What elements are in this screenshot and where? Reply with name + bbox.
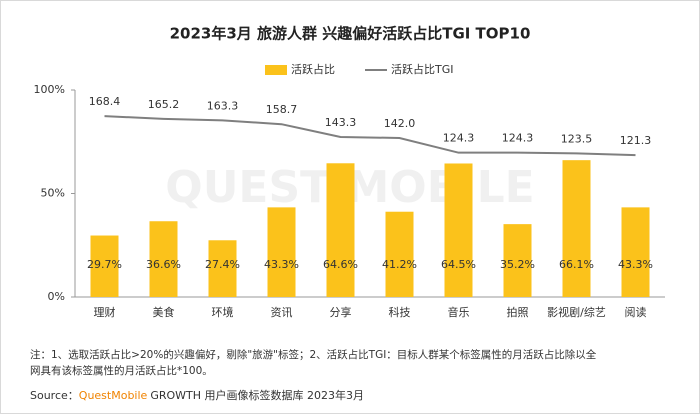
bar-label: 43.3% <box>264 258 299 271</box>
bar <box>621 207 650 297</box>
line-label: 123.5 <box>561 132 593 145</box>
x-tick-label: 环境 <box>212 305 234 319</box>
bar <box>503 224 532 297</box>
bar-label: 43.3% <box>618 258 653 271</box>
line-label: 124.3 <box>502 132 534 145</box>
line-label: 143.3 <box>325 116 357 129</box>
line-label: 142.0 <box>384 117 416 130</box>
x-tick-label: 资讯 <box>271 306 293 319</box>
source: Source：QuestMobile GROWTH 用户画像标签数据库 2023年… <box>30 388 364 402</box>
line-label: 124.3 <box>443 132 475 145</box>
y-tick-label: 0% <box>48 290 65 303</box>
bar <box>385 211 414 297</box>
x-tick-label: 拍照 <box>507 305 529 319</box>
line-label: 163.3 <box>207 99 239 112</box>
x-tick-label: 分享 <box>330 305 352 319</box>
bar <box>90 235 119 297</box>
note: 网具有该标签属性的月活跃占比*100。 <box>30 364 213 377</box>
source-text: GROWTH 用户画像标签数据库 2023年3月 <box>150 388 364 402</box>
bar <box>208 240 237 297</box>
bar-label: 41.2% <box>382 258 417 271</box>
y-tick-label: 50% <box>41 187 65 200</box>
x-tick-label: 理财 <box>94 305 116 319</box>
bar-label: 29.7% <box>87 258 122 271</box>
source-brand: QuestMobile <box>79 389 148 402</box>
bar <box>444 163 473 297</box>
bar-label: 64.5% <box>441 258 476 271</box>
line-label: 158.7 <box>266 103 298 116</box>
bar-label: 64.6% <box>323 258 358 271</box>
legend-swatch <box>265 65 287 75</box>
bar-label: 66.1% <box>559 258 594 271</box>
x-tick-label: 美食 <box>153 305 175 319</box>
x-tick-label: 影视剧/综艺 <box>547 305 606 319</box>
line-label: 168.4 <box>89 95 121 108</box>
bar <box>562 160 591 297</box>
bar-label: 36.6% <box>146 258 181 271</box>
line-label: 165.2 <box>148 98 180 111</box>
x-tick-label: 科技 <box>389 305 411 319</box>
line-label: 121.3 <box>620 134 652 147</box>
x-tick-label: 音乐 <box>448 305 470 319</box>
y-tick-label: 100% <box>34 83 65 96</box>
legend-label: 活跃占比TGI <box>391 62 454 76</box>
line <box>104 115 636 157</box>
bar <box>267 207 296 297</box>
bar-label: 35.2% <box>500 258 535 271</box>
bar-label: 27.4% <box>205 258 240 271</box>
note: 注：1、选取活跃占比>20%的兴趣偏好，剔除"旅游"标签；2、活跃占比TGI：目… <box>30 348 597 361</box>
source-label: Source： <box>30 389 79 402</box>
bar <box>326 163 355 297</box>
legend-label: 活跃占比 <box>291 62 335 76</box>
bar <box>149 221 178 297</box>
chart-title: 2023年3月 旅游人群 兴趣偏好活跃占比TGI TOP10 <box>170 25 531 43</box>
x-tick-label: 阅读 <box>625 305 647 319</box>
